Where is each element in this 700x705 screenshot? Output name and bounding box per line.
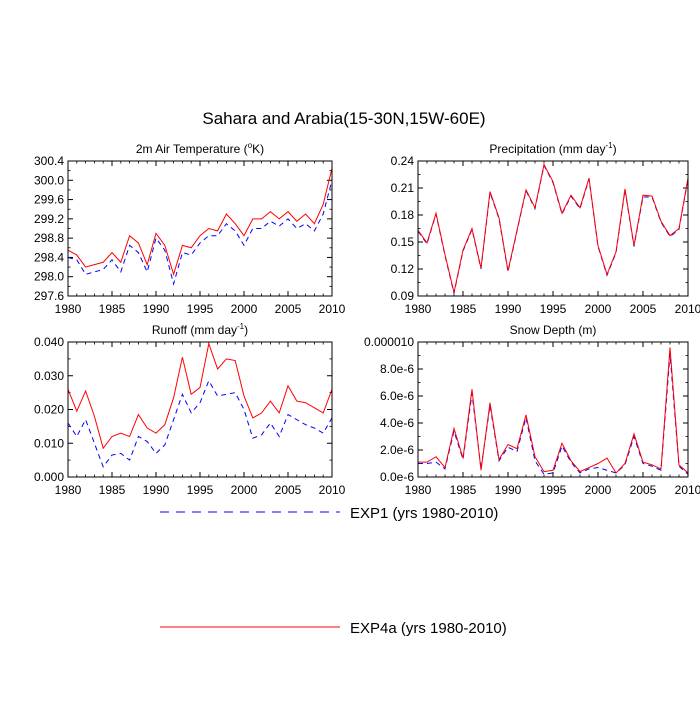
plot-frame [417, 341, 689, 478]
x-tick-label: 1985 [99, 483, 126, 497]
chart-panel-3: Snow Depth (m) 1980 1985 1990 1995 2000 2005 20… [364, 323, 700, 497]
y-tick-label: 6.0e-6 [380, 389, 414, 403]
y-tick-label: 4.0e-6 [380, 416, 414, 430]
y-tick-label: 0.020 [34, 403, 64, 417]
panel-title-main: Snow Depth (m) [510, 323, 597, 337]
x-tick-label: 2005 [630, 483, 657, 497]
y-tick-label: 0.12 [391, 262, 415, 276]
panel-title-main: 2m Air Temperature ( [136, 142, 248, 156]
x-tick-label: 1980 [55, 483, 82, 497]
y-tick-label: 0.09 [391, 289, 415, 303]
chart-panel-2: Runoff (mm day-1) 1980 1985 1990 1995 2000 200… [34, 322, 346, 497]
plot-frame [67, 160, 333, 297]
y-tick-label: 299.6 [34, 193, 64, 207]
y-tick-label: 300.0 [34, 173, 64, 187]
y-tick-label: 2.0e-6 [380, 443, 414, 457]
figure-title: Sahara and Arabia(15-30N,15W-60E) [202, 109, 485, 128]
legend-label-exp4a: EXP4a (yrs 1980-2010) [350, 620, 507, 637]
y-tick-label: 0.000 [34, 470, 64, 484]
x-tick-label: 1995 [187, 483, 214, 497]
series-line-exp4a [68, 342, 332, 450]
series-line-exp1 [418, 164, 688, 294]
panel-title: 2m Air Temperature (oK) [136, 141, 264, 156]
panel-title-tail: ) [613, 142, 617, 156]
x-tick-label: 2005 [275, 483, 302, 497]
panel-title-sup: -1 [237, 322, 245, 331]
y-tick-label: 0.15 [391, 235, 415, 249]
y-tick-label: 0.24 [391, 154, 415, 168]
y-tick-label: 298.8 [34, 231, 64, 245]
panel-title: Snow Depth (m) [510, 323, 597, 337]
panel-title-main: Precipitation (mm day [489, 142, 605, 156]
legend-label-exp1: EXP1 (yrs 1980-2010) [350, 505, 498, 522]
x-tick-label: 2010 [319, 483, 346, 497]
y-tick-label: 297.6 [34, 289, 64, 303]
y-tick-label: 299.2 [34, 212, 64, 226]
legend: EXP1 (yrs 1980-2010) EXP4a (yrs 1980-201… [160, 505, 507, 637]
x-tick-label: 1995 [540, 483, 567, 497]
x-tick-label: 2010 [319, 302, 346, 316]
x-tick-label: 1985 [450, 483, 477, 497]
series-line-exp1 [68, 180, 332, 286]
x-tick-label: 2005 [630, 302, 657, 316]
chart-panel-0: 2m Air Temperature (oK) 1980 1985 1990 1995 2… [34, 141, 346, 316]
chart-panel-1: Precipitation (mm day-1) 1980 1985 1990 1995… [391, 141, 700, 316]
y-tick-label: 0.030 [34, 369, 64, 383]
y-tick-label: 300.4 [34, 154, 64, 168]
x-tick-label: 2000 [585, 302, 612, 316]
series-line-exp4a [418, 347, 688, 474]
panel-title-tail: K) [252, 142, 264, 156]
x-tick-label: 1980 [405, 483, 432, 497]
panel-title-sup: o [248, 141, 253, 150]
series-line-exp4a [418, 163, 688, 293]
x-tick-label: 2005 [275, 302, 302, 316]
panel-title-main: Runoff (mm day [152, 323, 237, 337]
y-tick-label: 0.21 [391, 181, 415, 195]
y-tick-label: 0.18 [391, 208, 415, 222]
x-tick-label: 1995 [187, 302, 214, 316]
y-tick-label: 0.0e-6 [380, 470, 414, 484]
x-tick-label: 2000 [231, 302, 258, 316]
y-tick-label: 0.000010 [364, 335, 414, 349]
y-tick-label: 8.0e-6 [380, 362, 414, 376]
x-tick-label: 1990 [495, 302, 522, 316]
x-tick-label: 1990 [143, 302, 170, 316]
x-tick-label: 1980 [55, 302, 82, 316]
plot-frame [417, 160, 689, 297]
x-tick-label: 1995 [540, 302, 567, 316]
x-tick-label: 2010 [675, 302, 700, 316]
x-tick-label: 2010 [675, 483, 700, 497]
x-tick-label: 2000 [231, 483, 258, 497]
x-tick-label: 1985 [99, 302, 126, 316]
x-tick-label: 1985 [450, 302, 477, 316]
panel-title: Runoff (mm day-1) [152, 322, 248, 337]
y-tick-label: 0.040 [34, 335, 64, 349]
plot-frame [67, 341, 333, 478]
panel-title-sup: -1 [605, 141, 613, 150]
y-tick-label: 298.4 [34, 250, 64, 264]
x-tick-label: 2000 [585, 483, 612, 497]
series-line-exp1 [418, 354, 688, 475]
y-tick-label: 0.010 [34, 436, 64, 450]
x-tick-label: 1990 [495, 483, 522, 497]
x-tick-label: 1990 [143, 483, 170, 497]
panel-title: Precipitation (mm day-1) [489, 141, 616, 156]
series-line-exp4a [68, 168, 332, 277]
x-tick-label: 1980 [405, 302, 432, 316]
series-line-exp1 [68, 379, 332, 468]
panel-title-tail: ) [244, 323, 248, 337]
y-tick-label: 298.0 [34, 270, 64, 284]
